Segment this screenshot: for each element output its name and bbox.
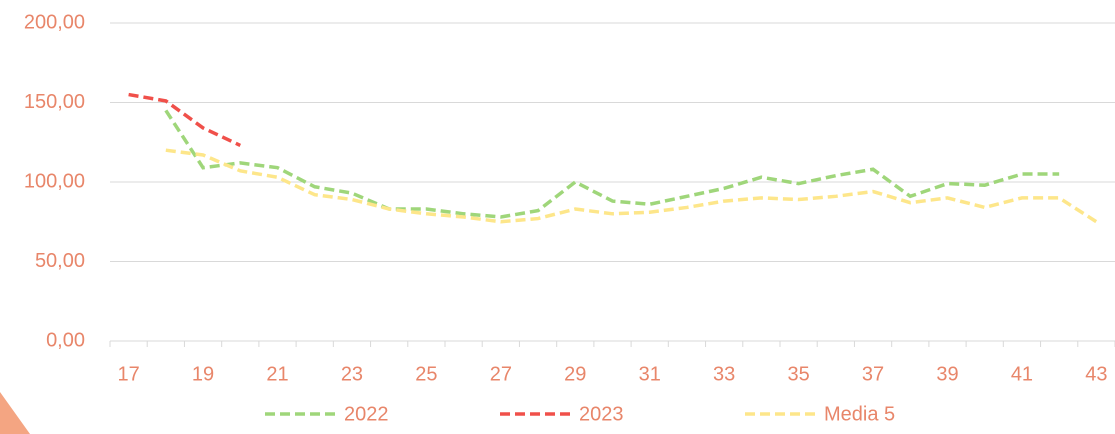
series-line [128, 92, 242, 148]
x-tick-label: 35 [787, 363, 809, 385]
series-line [164, 109, 1060, 219]
x-tick-label: 39 [936, 363, 958, 385]
y-tick-label: 0,00 [46, 329, 85, 351]
y-tick-label: 200,00 [24, 11, 85, 33]
x-tick-label: 19 [192, 363, 214, 385]
corner-decoration [0, 392, 30, 434]
x-tick-label: 29 [564, 363, 586, 385]
x-tick-label: 25 [415, 363, 437, 385]
x-tick-label: 17 [117, 363, 139, 385]
y-tick-label: 150,00 [24, 91, 85, 113]
x-tick-label: 27 [490, 363, 512, 385]
x-tick-label: 41 [1011, 363, 1033, 385]
y-tick-label: 50,00 [35, 250, 85, 272]
y-tick-label: 100,00 [24, 170, 85, 192]
legend-label: Media 5 [824, 403, 895, 425]
x-tick-label: 37 [862, 363, 884, 385]
x-tick-label: 31 [639, 363, 661, 385]
x-tick-label: 23 [341, 363, 363, 385]
legend-label: 2023 [579, 403, 624, 425]
x-tick-label: 33 [713, 363, 735, 385]
x-tick-label: 21 [266, 363, 288, 385]
series-line [165, 148, 1098, 224]
legend-label: 2022 [344, 403, 389, 425]
x-tick-label: 43 [1085, 363, 1107, 385]
